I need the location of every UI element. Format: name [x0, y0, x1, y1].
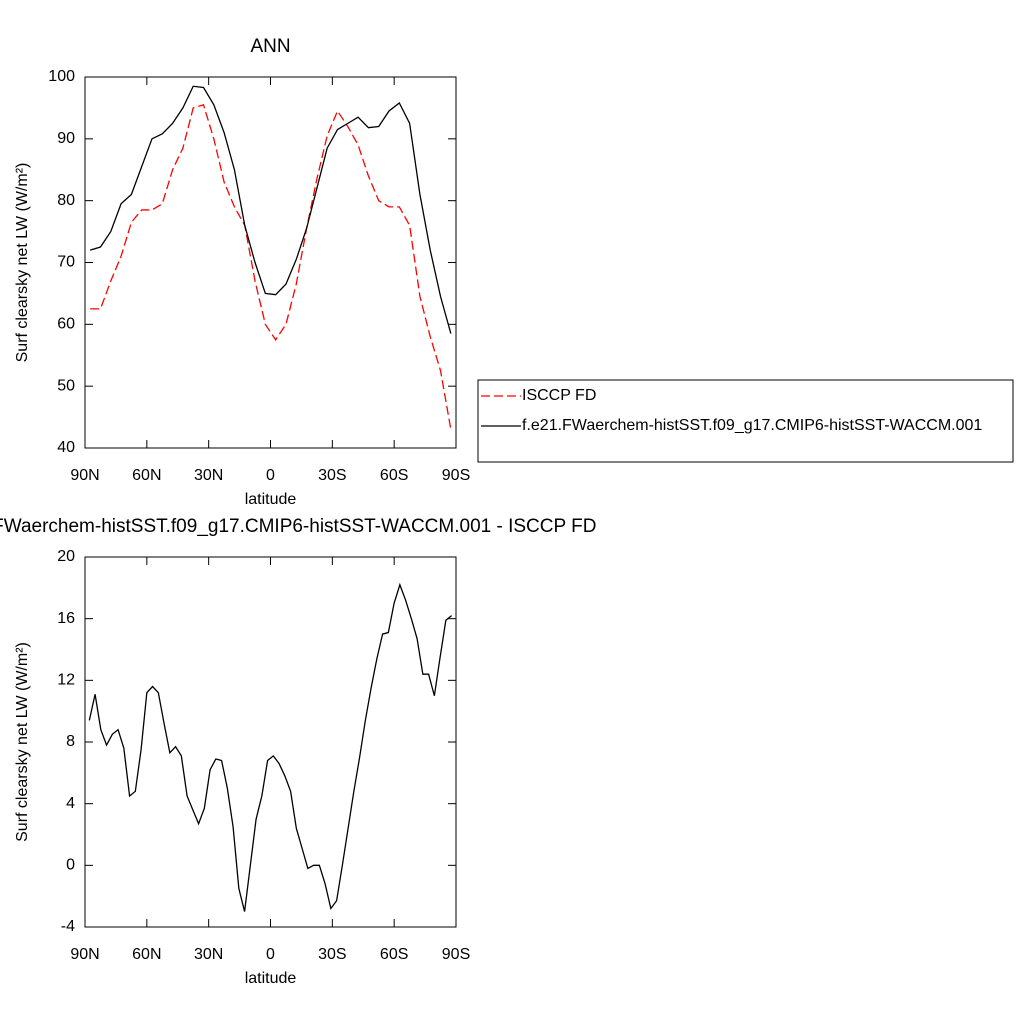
x-tick-label: 90N [70, 467, 99, 484]
x-tick-label: 90S [442, 946, 470, 963]
plot-frame [84, 76, 457, 449]
x-tick-label: 90S [442, 467, 470, 484]
x-tick-label: 30N [194, 467, 223, 484]
x-axis-label: latitude [245, 491, 297, 508]
plot-frame [84, 556, 457, 928]
y-tick-label: 8 [66, 733, 75, 750]
x-tick-label: 90N [70, 946, 99, 963]
x-tick-label: 30S [318, 946, 346, 963]
line-series [89, 85, 452, 334]
y-tick-label: 60 [57, 316, 75, 333]
y-tick-label: 80 [57, 192, 75, 209]
line-series [90, 104, 452, 430]
y-tick-label: 16 [57, 610, 75, 627]
y-tick-label: 0 [66, 857, 75, 874]
y-tick-label: 20 [57, 548, 75, 565]
y-axis-label: Surf clearsky net LW (W/m²) [14, 642, 31, 842]
line-series [88, 582, 453, 912]
x-tick-label: 0 [266, 467, 275, 484]
legend-label: f.e21.FWaerchem-histSST.f09_g17.CMIP6-hi… [522, 417, 982, 434]
y-tick-label: 40 [57, 439, 75, 456]
y-tick-label: 12 [57, 672, 75, 689]
y-tick-label: 50 [57, 377, 75, 394]
legend-box [477, 379, 1014, 463]
y-axis-label: Surf clearsky net LW (W/m²) [14, 163, 31, 363]
y-tick-label: 4 [66, 795, 75, 812]
chart-title: ANN [250, 36, 290, 57]
x-tick-label: 60N [132, 467, 161, 484]
x-tick-label: 30S [318, 467, 346, 484]
chart-title: f.e21.FWaerchem-histSST.f09_g17.CMIP6-hi… [0, 516, 596, 537]
x-tick-label: 60S [380, 946, 408, 963]
x-tick-label: 0 [266, 946, 275, 963]
y-tick-label: 90 [57, 130, 75, 147]
y-tick-label: 100 [48, 68, 75, 85]
y-tick-label: -4 [61, 918, 75, 935]
x-tick-label: 60S [380, 467, 408, 484]
legend-label: ISCCP FD [522, 387, 596, 404]
x-tick-label: 60N [132, 946, 161, 963]
x-axis-label: latitude [245, 970, 297, 987]
x-tick-label: 30N [194, 946, 223, 963]
y-tick-label: 70 [57, 254, 75, 271]
